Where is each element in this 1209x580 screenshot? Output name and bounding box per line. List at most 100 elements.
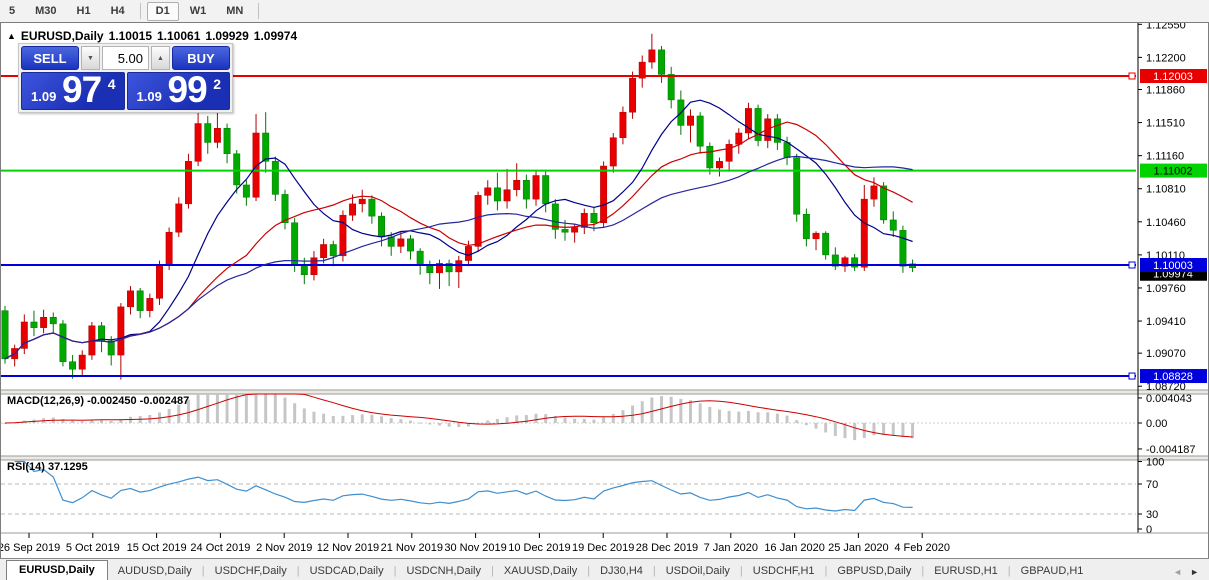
chevron-down-icon: ▼: [87, 54, 94, 62]
timeframe-button-5[interactable]: 5: [9, 4, 16, 17]
candle-body: [667, 74, 675, 101]
level-price-label[interactable]: [1140, 69, 1207, 83]
chart-tab-xauusd-daily[interactable]: XAUUSD,Daily: [503, 565, 578, 577]
level-price-label[interactable]: [1140, 369, 1207, 384]
chart-tab-eurusd-h1[interactable]: EURUSD,H1: [934, 565, 998, 577]
candle-body: [271, 161, 279, 195]
chart-tab-usdcnh-daily[interactable]: USDCNH,Daily: [406, 565, 481, 577]
candle-body: [204, 123, 212, 143]
macd-histogram-bar: [331, 416, 335, 423]
date-axis-label: 2 Nov 2019: [256, 542, 312, 554]
tab-scroll-right-icon[interactable]: ►: [1190, 567, 1199, 577]
timeframe-button-m30[interactable]: M30: [35, 4, 57, 17]
candle-body: [300, 265, 308, 275]
ohlc-low: 1.09929: [205, 29, 249, 43]
sell-price-tile[interactable]: 1.09 97 4: [21, 69, 125, 110]
date-axis-label: 12 Nov 2019: [317, 542, 379, 554]
candle-body: [725, 144, 733, 162]
chart-tab-dj30-h4[interactable]: DJ30,H4: [600, 565, 643, 577]
level-drag-marker[interactable]: [1128, 72, 1136, 80]
macd-histogram-bar: [235, 394, 239, 423]
macd-axis-tick-label: -0.004187: [1146, 444, 1196, 456]
volume-increase-button[interactable]: ▲: [151, 46, 170, 70]
tab-separator: |: [921, 565, 925, 577]
chart-tab-usdchf-daily[interactable]: USDCHF,Daily: [214, 565, 287, 577]
candle-body: [706, 145, 714, 169]
macd-histogram-bar: [515, 415, 519, 423]
chevron-up-icon: ▲: [157, 54, 164, 62]
timeframe-button-w1[interactable]: W1: [189, 4, 207, 17]
chart-tab-audusd-daily[interactable]: AUDUSD,Daily: [117, 565, 192, 577]
chart-tab-usdchf-h1[interactable]: USDCHF,H1: [752, 565, 815, 577]
chart-tab-usdoil-daily[interactable]: USDOil,Daily: [665, 565, 730, 577]
timeframe-button-d1[interactable]: D1: [146, 1, 179, 21]
macd-histogram-bar: [669, 396, 673, 423]
candle-body: [571, 227, 579, 233]
buy-price-pipette: 2: [213, 76, 221, 92]
macd-histogram-bar: [814, 423, 818, 429]
tab-separator: |: [491, 565, 494, 577]
tab-scroll-left-icon[interactable]: ◄: [1173, 567, 1183, 577]
macd-histogram-bar: [273, 394, 277, 423]
chart-tab-usdcad-daily[interactable]: USDCAD,Daily: [309, 565, 384, 577]
timeframe-button-mn[interactable]: MN: [226, 4, 244, 17]
rsi-axis-tick-label: 30: [1146, 509, 1158, 521]
tab-separator: |: [296, 565, 300, 577]
volume-input[interactable]: [102, 46, 149, 70]
level-price-text: 1.11002: [1154, 166, 1193, 178]
macd-histogram-bar: [225, 394, 229, 423]
buy-button[interactable]: BUY: [172, 46, 230, 70]
rsi-label: RSI(14) 37.1295: [7, 461, 88, 473]
chart-tab-gbpaud-h1[interactable]: GBPAUD,H1: [1020, 565, 1084, 577]
price-axis-tick-label: 1.12200: [1146, 52, 1186, 64]
macd-signal-line: [4, 393, 913, 438]
level-price-text: 1.08828: [1153, 371, 1193, 383]
level-drag-marker[interactable]: [1128, 372, 1136, 380]
volume-decrease-button[interactable]: ▼: [81, 46, 100, 70]
candle-body: [146, 298, 154, 311]
candle-body: [436, 263, 443, 274]
candle-body: [136, 290, 144, 311]
timeframe-button-h4[interactable]: H4: [110, 4, 125, 17]
price-axis-tick-label: 1.10810: [1146, 184, 1186, 196]
date-axis-label: 15 Oct 2019: [127, 542, 187, 554]
date-axis-label: 21 Nov 2019: [381, 542, 443, 554]
candle-body: [880, 185, 888, 221]
macd-histogram-bar: [872, 423, 876, 436]
level-drag-marker[interactable]: [1128, 261, 1136, 269]
candle-body: [407, 238, 414, 252]
macd-histogram-bar: [100, 420, 104, 423]
rsi-axis-tick-label: 100: [1146, 457, 1164, 469]
macd-histogram-bar: [611, 413, 615, 423]
sell-button[interactable]: SELL: [21, 46, 79, 70]
macd-axis-tick-label: 0.004043: [1146, 393, 1192, 405]
chart-tab-eurusd-daily[interactable]: EURUSD,Daily: [6, 560, 108, 580]
candle-body: [609, 137, 617, 167]
macd-histogram-bar: [302, 408, 306, 423]
panel-splitter[interactable]: [1, 390, 1208, 394]
level-price-text: 1.12003: [1153, 71, 1193, 83]
macd-histogram-bar: [109, 420, 113, 423]
candle-body: [156, 265, 163, 299]
chart-tab-gbpusd-daily[interactable]: GBPUSD,Daily: [837, 565, 912, 577]
moving-average-line-10: [4, 99, 913, 360]
macd-histogram-bar: [418, 422, 422, 424]
level-price-label[interactable]: [1140, 258, 1207, 272]
buy-price-prefix: 1.09: [136, 89, 162, 104]
macd-histogram-bar: [80, 421, 84, 423]
macd-histogram-bar: [90, 420, 94, 423]
macd-histogram-bar: [573, 418, 577, 423]
moving-average-line-34: [4, 155, 913, 360]
panel-splitter[interactable]: [1, 456, 1208, 460]
level-price-label[interactable]: [1140, 163, 1207, 178]
buy-price-tile[interactable]: 1.09 99 2: [126, 69, 230, 110]
macd-histogram-bar: [409, 420, 413, 423]
macd-histogram-bar: [505, 417, 509, 423]
candle-body: [590, 213, 598, 224]
candle-body: [320, 244, 328, 258]
candle-body: [474, 195, 482, 247]
candle-body: [648, 49, 656, 63]
candle-body: [368, 198, 376, 217]
macd-histogram-bar: [785, 415, 789, 423]
timeframe-button-h1[interactable]: H1: [76, 4, 91, 17]
